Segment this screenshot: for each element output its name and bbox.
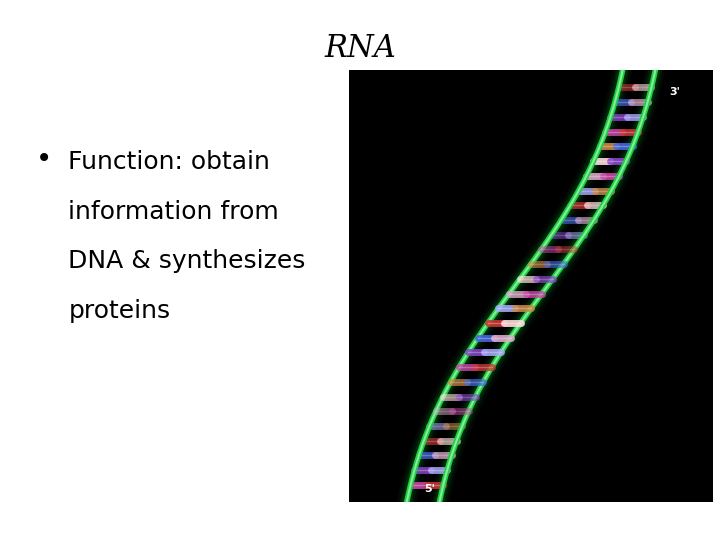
Text: Function: obtain: Function: obtain bbox=[68, 150, 270, 174]
Text: 3': 3' bbox=[669, 87, 680, 97]
Text: information from: information from bbox=[68, 200, 279, 224]
Text: •: • bbox=[36, 145, 53, 173]
Text: DNA & synthesizes: DNA & synthesizes bbox=[68, 249, 306, 273]
Text: proteins: proteins bbox=[68, 299, 171, 323]
Text: 5': 5' bbox=[424, 484, 435, 494]
Text: RNA: RNA bbox=[324, 33, 396, 64]
